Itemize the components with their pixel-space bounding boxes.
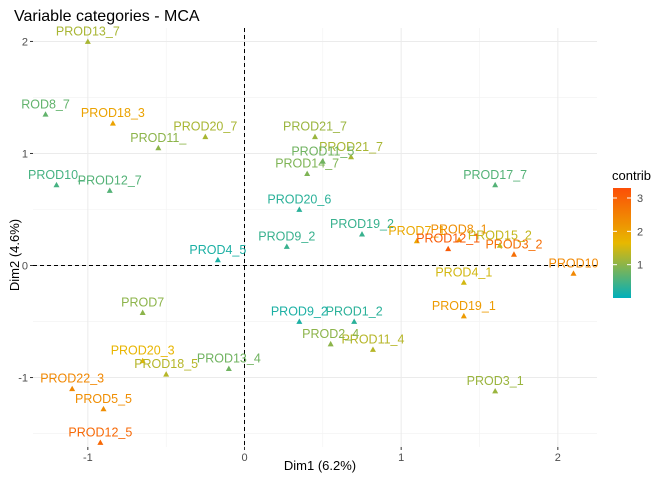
point-label: PROD18_3 [81,106,145,120]
point-label: PROD10 [548,256,598,270]
chart-title: Variable categories - MCA [14,8,200,25]
data-point [312,133,318,140]
data-point [97,439,104,445]
point-label: PROD11_ [130,131,187,145]
x-tick-label: 1 [398,452,404,464]
point-label: PROD10_ [28,168,86,182]
legend-title: contrib [612,168,651,183]
data-point [460,312,467,319]
data-point [492,181,499,188]
x-axis-ticks: -1 0 1 2 [83,447,561,464]
data-point [351,318,358,324]
point-label: PROD9_2 [258,229,315,243]
y-tick-label: 0 [22,261,28,273]
point-label: ROD8_7 [21,97,70,111]
data-point [296,318,303,324]
data-point [348,153,355,160]
point-label: PROD1_2 [326,305,383,319]
legend-tick-label: 3 [637,193,643,205]
data-point [456,236,463,243]
data-point [413,237,420,244]
point-label: PROD8_1 [431,223,488,237]
data-point [296,206,303,212]
data-point [214,256,221,263]
data-point [139,357,146,364]
plot-panel: PROD13_7 ROD8_7 PROD18_3 PROD10_PROD12_7 PRO… [21,24,599,447]
y-tick-label: -1 [18,373,28,385]
data-point [460,279,467,285]
point-label: PROD3_2 [485,237,542,251]
legend-tick-label: 1 [637,260,643,272]
legend-ticks: 1 2 3 [613,193,643,272]
point-label: PROD13_4 [197,352,261,366]
data-point [327,340,334,347]
data-point [139,309,146,315]
point-label: PROD18_5 [134,357,198,371]
point-label: PROD13_7 [56,24,120,38]
data-point [510,251,517,257]
data-point [69,385,76,392]
data-point [445,245,452,252]
point-label: PROD5_5 [75,392,132,406]
data-point [496,242,503,248]
point-label: PROD9_2 [271,305,328,319]
data-point [106,187,113,193]
data-point [202,133,209,140]
point-label: PROD17_7 [463,168,527,182]
point-label: PROD21_7 [319,140,383,154]
point-label: PROD22_3 [40,372,104,386]
point-label: PROD15_2 [468,228,532,242]
data-point [319,158,326,164]
data-point [492,387,499,394]
point-label: PROD21_7 [283,120,347,134]
point-label: PROD3_1 [467,374,524,388]
point-label: PROD7_1 [388,224,445,238]
data-point [225,365,232,371]
y-axis-title: Dim2 (4.6%) [7,219,22,291]
y-axis-ticks: -1 0 1 2 [18,36,33,385]
point-label: PROD2_4 [302,327,359,341]
data-point [84,38,91,44]
point-label: PROD12_1 [416,232,480,246]
data-point [163,371,170,377]
point-label: PROD20_3 [111,344,175,358]
point-label: PROD12_5 [68,426,132,440]
legend-tick-label: 2 [637,226,643,238]
data-point [109,120,116,126]
point-label: PROD14_7 [275,157,339,171]
data-point [359,231,365,237]
point-label: PROD20_6 [267,192,331,206]
point-label: PROD11_5 [291,144,354,158]
y-tick-label: 1 [22,148,28,160]
data-point [570,270,577,276]
x-tick-label: -1 [83,452,93,464]
legend: contrib 1 2 3 [612,168,651,298]
data-point [283,243,290,249]
point-label: PROD20_7 [173,120,237,134]
legend-colorbar [613,188,631,298]
point-label: PROD19_2 [330,217,394,231]
point-label: PROD4_5 [189,243,246,257]
y-tick-label: 2 [22,36,28,48]
point-label: PROD19_1 [432,299,496,313]
data-point [42,111,49,117]
point-label: PROD7 [121,296,164,310]
point-label: PROD4_1 [435,265,492,279]
data-point [155,144,162,151]
data-point [304,170,311,177]
x-tick-label: 0 [241,452,247,464]
x-axis-title: Dim1 (6.2%) [284,458,356,473]
data-point [53,181,60,188]
x-tick-label: 2 [555,452,561,464]
data-point [100,405,107,412]
data-point [369,346,376,352]
point-label: PROD11_4 [341,333,404,347]
point-label: PROD12_7 [78,173,142,187]
